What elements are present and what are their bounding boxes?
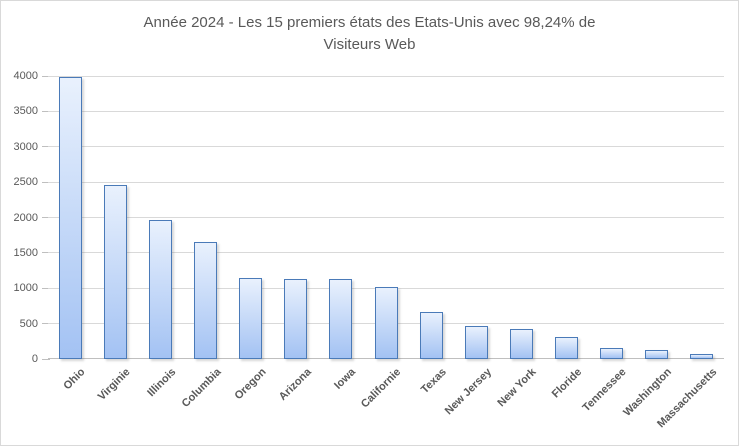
chart-title-line-2: Visiteurs Web — [323, 36, 416, 53]
gridline — [48, 181, 724, 183]
bar — [329, 279, 353, 359]
x-axis-label: Virginie — [96, 366, 134, 403]
y-axis-tick-label: 1500 — [13, 246, 38, 259]
x-axis-label: Texas — [418, 366, 449, 396]
gridline — [48, 110, 724, 112]
bar — [284, 279, 308, 359]
chart-title-line-1: Année 2024 - Les 15 premiers états des E… — [143, 14, 596, 31]
y-axis-tick-mark — [42, 146, 50, 148]
x-axis-label: Illinois — [145, 366, 179, 400]
gridline — [48, 252, 724, 254]
y-axis-tick-label: 2500 — [13, 176, 38, 189]
y-axis-tick-mark — [42, 323, 50, 325]
bar — [374, 287, 398, 359]
gridline — [48, 75, 724, 77]
y-axis-tick-mark — [42, 358, 50, 360]
bar — [599, 348, 623, 359]
x-axis-label: New Jersey — [442, 366, 494, 418]
chart-title: Année 2024 - Les 15 premiers états des E… — [1, 12, 738, 56]
gridline — [48, 146, 724, 148]
y-axis-tick-mark — [42, 75, 50, 77]
x-axis-label: New York — [495, 366, 539, 410]
bar — [554, 337, 578, 359]
y-axis-tick-mark — [42, 110, 50, 112]
y-axis-tick-mark — [42, 287, 50, 289]
y-axis-tick-label: 3500 — [13, 105, 38, 118]
bar — [509, 329, 533, 359]
x-axis-label: Oregon — [232, 366, 269, 403]
x-axis-label: Tennessee — [580, 366, 629, 415]
y-axis-tick-label: 500 — [19, 317, 38, 330]
x-axis-label: Columbia — [179, 366, 224, 410]
y-axis-tick-mark — [42, 181, 50, 183]
y-axis-tick-label: 2000 — [13, 211, 38, 224]
x-axis-label: Californie — [359, 366, 404, 411]
bar — [239, 278, 263, 359]
x-axis-label: Ohio — [61, 366, 89, 393]
bar — [149, 220, 173, 359]
y-axis-tick-label: 0 — [31, 353, 38, 365]
y-axis-tick-mark — [42, 217, 50, 218]
x-axis-label: Iowa — [332, 366, 359, 392]
bar — [104, 185, 128, 359]
bar — [59, 77, 83, 359]
bar — [464, 326, 488, 359]
plot-area — [48, 75, 724, 359]
bar — [689, 354, 713, 359]
bar — [644, 350, 668, 359]
bar — [194, 242, 218, 359]
y-axis-tick-label: 1000 — [13, 282, 38, 295]
y-axis-tick-mark — [42, 252, 50, 254]
y-axis-tick-label: 3000 — [13, 140, 38, 153]
x-axis-labels: Ohio Virginie Illinois Columbia Oregon Arizon… — [48, 359, 724, 445]
y-axis: 0 500 1000 1500 2000 2500 3000 3500 4000 — [1, 70, 50, 365]
x-axis-label: Floride — [549, 366, 584, 401]
x-axis-label: Arizona — [276, 366, 314, 404]
y-axis-tick-label: 4000 — [13, 70, 38, 82]
gridline — [48, 217, 724, 218]
bar — [419, 312, 443, 359]
